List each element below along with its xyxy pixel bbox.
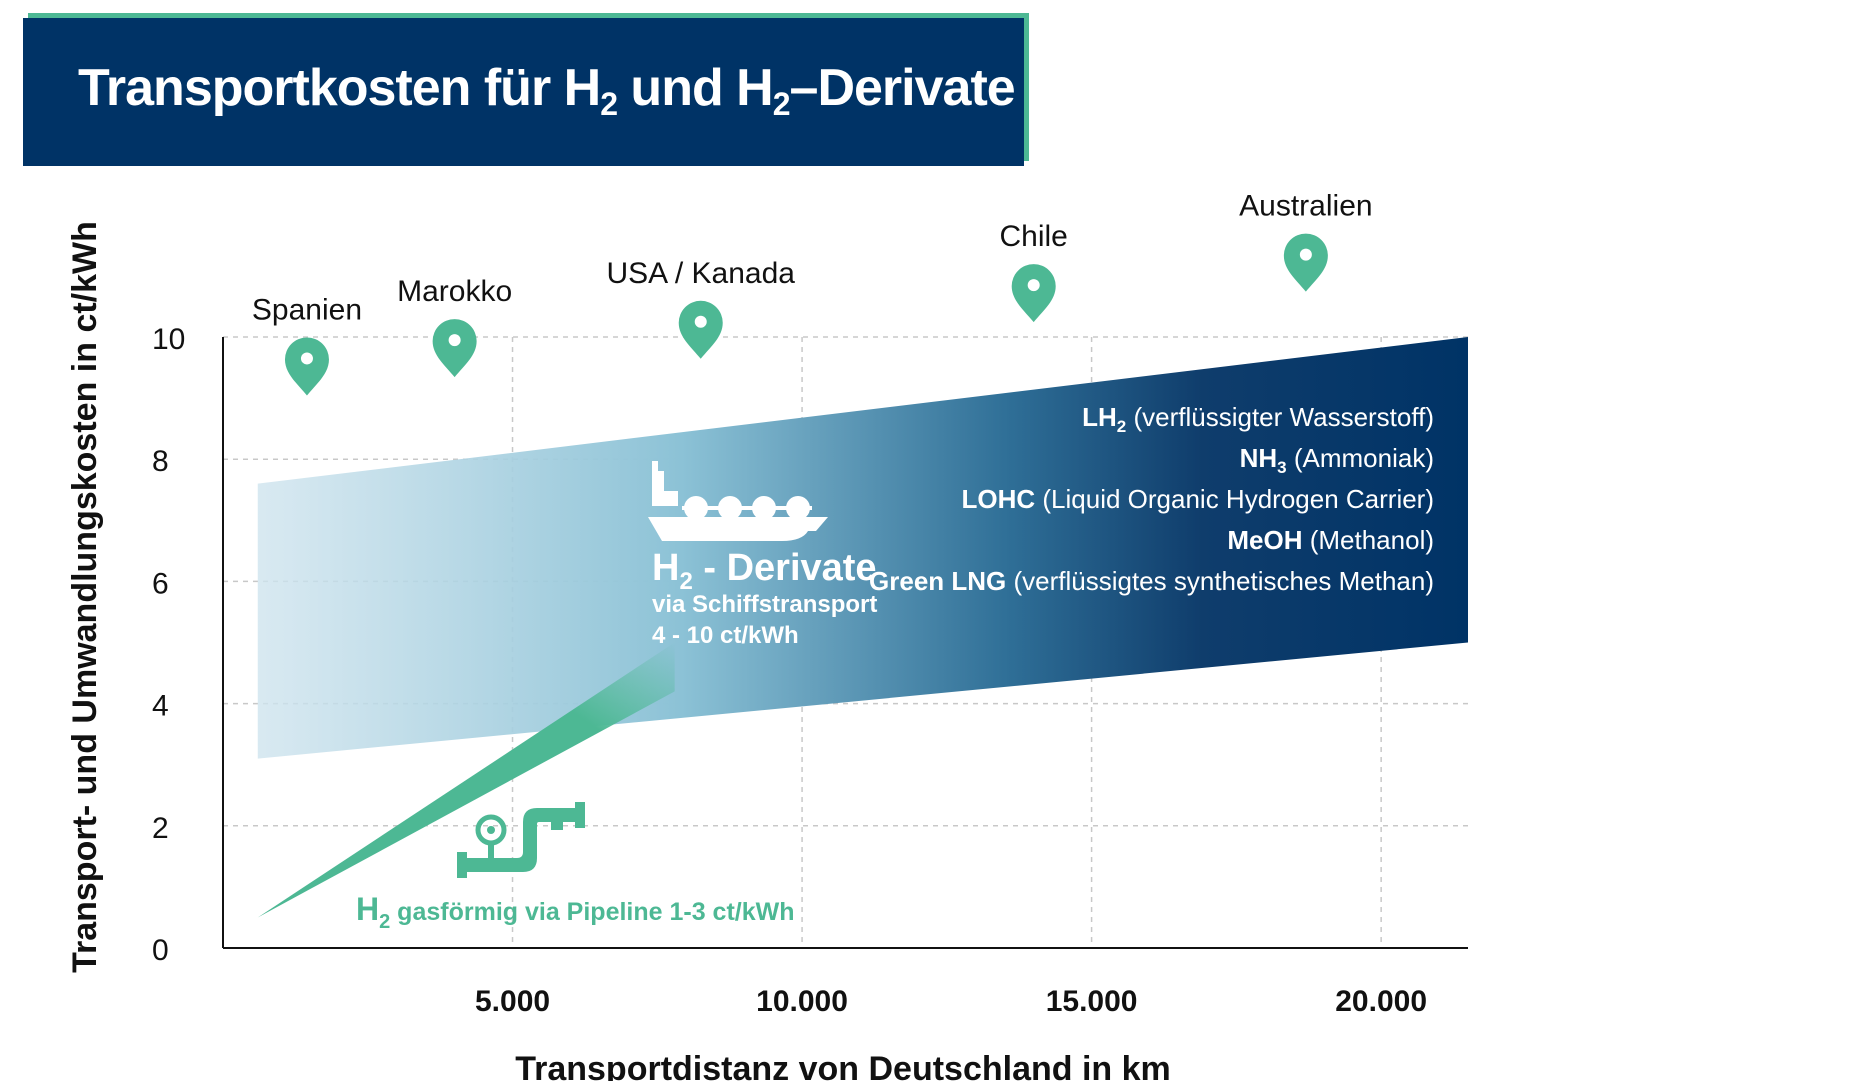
location-label: Australien [1239,190,1372,223]
band-derivatives [257,337,1469,759]
ship-icon [648,461,828,541]
pipeline-icon [457,802,585,878]
y-tick-label: 4 [152,690,169,723]
location-label: Chile [1000,220,1068,253]
derivative-item: NH3 (Ammoniak) [1240,443,1434,477]
pin-dot [694,315,707,328]
pin-dot [1027,279,1040,292]
x-tick-label: 10.000 [756,985,848,1018]
location-pin-icon [432,319,477,378]
pipeline-label: H2 gasförmig via Pipeline 1-3 ct/kWh [356,891,795,933]
location-pin-icon [678,300,723,359]
derivatives-label-title: H2 - Derivate [652,547,877,595]
axes [222,337,1468,949]
pin-shape [284,337,329,396]
chart-title: Transportkosten für H2 und H2–Derivate [78,59,1016,122]
location-markers: Spanien Marokko USA / Kanada Chile Australie… [252,190,1373,396]
x-axis-label: Transportdistanz von Deutschland in km [515,1050,1171,1081]
pin-dot [1299,248,1312,261]
pin-shape [432,319,477,378]
series-area-pipeline [257,642,675,918]
y-tick-label: 10 [152,323,185,356]
location-label: USA / Kanada [606,257,795,290]
location-label: Spanien [252,293,362,326]
derivatives-label-transport: via Schiffstransport [652,591,877,618]
derivative-item: LOHC (Liquid Organic Hydrogen Carrier) [962,484,1435,514]
x-tick-label: 20.000 [1335,985,1427,1018]
y-axis-label: Transport- und Umwandlungskosten in ct/k… [66,221,104,973]
location-pin-icon [1283,233,1328,292]
derivatives-list: LH2 (verflüssigter Wasserstoff) NH3 (Ammo… [869,402,1434,596]
location-label: Marokko [397,275,512,308]
x-tick-label: 15.000 [1046,985,1138,1018]
derivative-item: Green LNG (verflüssigtes synthetisches M… [869,566,1434,596]
location-pin-icon [284,337,329,396]
tick-labels: 0 2 4 6 8 10 5.000 10.000 15.000 20.000 [152,323,1427,1018]
y-tick-label: 2 [152,812,169,845]
y-tick-label: 8 [152,445,169,478]
pin-dot [300,352,313,365]
x-tick-label: 5.000 [475,985,550,1018]
series-area-derivatives [257,337,1469,759]
pin-dot [448,334,461,347]
y-tick-label: 0 [152,934,169,967]
y-tick-label: 6 [152,567,169,600]
pin-shape [1011,264,1056,323]
derivative-item: LH2 (verflüssigter Wasserstoff) [1082,402,1434,436]
title-banner: Transportkosten für H2 und H2–Derivate [23,18,1024,166]
pin-shape [1283,233,1328,292]
pin-shape [678,300,723,359]
band-pipeline [257,642,675,918]
location-pin-icon [1011,264,1056,323]
derivative-item: MeOH (Methanol) [1227,525,1434,555]
derivatives-label-range: 4 - 10 ct/kWh [652,622,799,649]
